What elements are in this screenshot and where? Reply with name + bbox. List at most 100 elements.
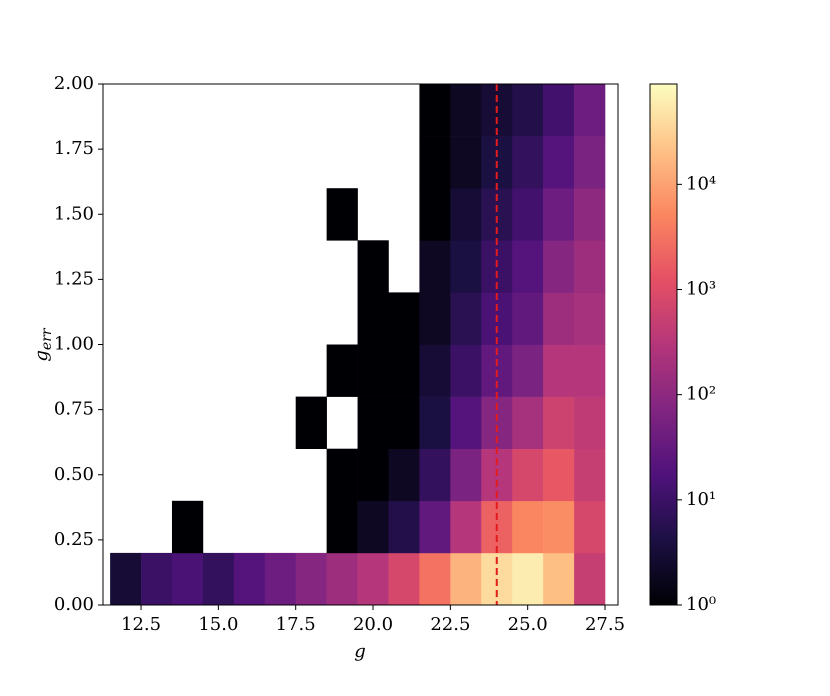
y-tick-label: 2.00 [54,73,94,94]
bin [202,552,235,606]
bin [450,188,482,241]
bin [171,500,204,554]
bin [543,240,575,293]
bin [110,552,142,606]
bin [419,448,451,502]
y-tick-label: 1.00 [54,334,94,355]
colorbar-tick-label: 10² [686,384,716,405]
x-tick-label: 15.0 [198,614,238,635]
bin [512,396,544,449]
bin [233,552,266,606]
y-tick-label: 1.50 [54,203,94,224]
bin [419,500,451,554]
bin [574,396,606,449]
bin [326,500,358,554]
x-tick-label: 22.5 [430,614,470,635]
bin [357,396,389,449]
colorbar-tick-label: 10⁰ [686,594,716,615]
y-tick-label: 0.00 [54,594,94,615]
bin [543,344,575,397]
bin [388,500,420,554]
bin [543,552,575,606]
bin [419,292,451,345]
bin [450,84,482,137]
bin [512,344,544,397]
bin [388,396,420,449]
bin [574,240,606,293]
bin [388,344,420,397]
bin [295,552,327,606]
bin [574,552,606,606]
y-tick-label: 0.50 [54,464,94,485]
bin [512,84,544,137]
bin [543,448,575,502]
bin [419,84,451,137]
bin [574,448,606,502]
y-tick-label: 0.75 [54,399,94,420]
bin [574,292,606,345]
bin [450,240,482,293]
bin [512,552,544,606]
x-tick-label: 20.0 [353,614,393,635]
bin [543,500,575,554]
colorbar-tick-label: 10¹ [686,489,716,510]
bin [543,292,575,345]
bin [512,500,544,554]
bin [357,552,389,606]
bin [574,500,606,554]
bin [450,448,482,502]
bin [512,136,544,189]
bin [171,552,204,606]
bin [512,188,544,241]
bin [512,292,544,345]
bin [357,448,389,502]
bin [357,344,389,397]
bin [264,552,296,606]
y-tick-label: 1.25 [54,268,94,289]
bin [512,448,544,502]
bin [574,188,606,241]
bin [543,396,575,449]
bin [574,136,606,189]
bin [388,552,420,606]
bin [450,136,482,189]
bin [326,344,358,397]
colorbar-tick-label: 10⁴ [686,173,716,194]
bin [357,500,389,554]
bin [357,240,389,293]
bin [419,136,451,189]
colorbar-tick-label: 10³ [686,279,716,300]
bin [326,448,358,502]
y-tick-label: 0.25 [54,529,94,550]
y-axis-label: gerr [31,327,55,362]
bin [450,552,482,606]
bin [326,188,358,241]
bin [419,396,451,449]
bin [450,396,482,449]
bin [419,240,451,293]
bin [543,188,575,241]
bin [543,84,575,137]
bin [419,552,451,606]
y-label-main: g [31,350,52,362]
y-label-sub: err [39,327,55,350]
bin [450,344,482,397]
bin [357,292,389,345]
bin [295,396,327,449]
x-tick-label: 17.5 [276,614,316,635]
colorbar [649,83,678,606]
bin [141,552,173,606]
bin [326,552,358,606]
bin [450,500,482,554]
x-tick-label: 25.0 [508,614,548,635]
bin [574,84,606,137]
bin [388,448,420,502]
x-tick-label: 27.5 [585,614,625,635]
bin [512,240,544,293]
bin [450,292,482,345]
bin [574,344,606,397]
bin [388,292,420,345]
bin [419,188,451,241]
x-axis-label: g [354,641,366,662]
